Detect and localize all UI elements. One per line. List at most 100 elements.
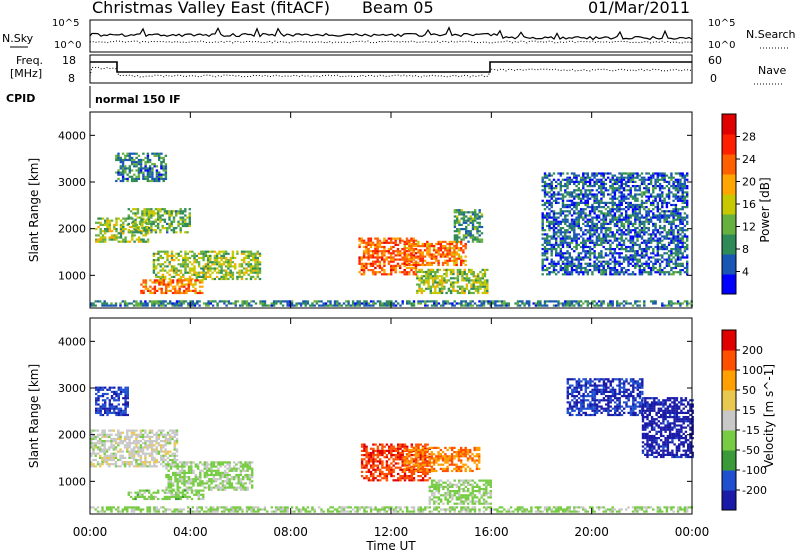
range-cell [647, 178, 650, 181]
range-cell [209, 275, 212, 278]
range-cell [123, 440, 127, 443]
range-cell [600, 191, 603, 194]
range-cell [130, 461, 133, 464]
range-cell [229, 271, 232, 274]
range-cell [117, 458, 120, 462]
range-cell [620, 243, 623, 246]
range-cell [665, 271, 669, 274]
range-cell [202, 275, 205, 278]
range-cell [478, 223, 481, 226]
range-cell [681, 174, 684, 177]
range-cell [169, 279, 172, 282]
range-cell [390, 256, 393, 259]
range-cell [275, 300, 278, 303]
range-cell [681, 172, 684, 175]
range-cell [128, 152, 131, 155]
range-cell [478, 238, 481, 241]
range-cell [158, 156, 161, 159]
range-cell [152, 254, 156, 257]
range-cell [229, 269, 232, 272]
range-cell [110, 429, 113, 432]
range-cell [419, 249, 422, 252]
range-cell [643, 220, 646, 223]
range-cell [663, 214, 666, 217]
range-cell [103, 448, 106, 451]
range-cell [159, 210, 162, 213]
range-cell [688, 302, 691, 305]
range-cell [681, 222, 684, 225]
range-cell [447, 289, 451, 292]
range-cell [157, 437, 161, 441]
range-cell [454, 289, 457, 292]
range-cell [618, 229, 621, 232]
range-cell [123, 463, 127, 466]
range-cell [460, 240, 463, 243]
range-cell [643, 216, 646, 219]
range-cell [290, 302, 294, 305]
range-cell [440, 287, 444, 290]
range-cell [658, 273, 662, 276]
range-cell [616, 187, 619, 190]
range-cell [663, 174, 666, 177]
range-cell [652, 248, 655, 251]
range-cell [193, 261, 196, 264]
range-cell [489, 300, 492, 303]
range-cell [568, 199, 571, 202]
range-cell [469, 219, 472, 222]
range-cell [231, 277, 235, 281]
range-cell [192, 289, 195, 292]
range-cell [541, 212, 544, 215]
range-cell [170, 269, 174, 272]
range-cell [99, 440, 102, 443]
range-cell [417, 300, 420, 303]
range-cell [670, 191, 673, 194]
range-cell [654, 178, 657, 181]
range-cell [631, 224, 635, 228]
range-cell [607, 212, 610, 215]
range-cell [227, 300, 231, 303]
range-cell [104, 223, 107, 226]
range-cell [498, 300, 501, 303]
range-cell [681, 189, 684, 192]
range-cell [444, 261, 447, 264]
range-cell [130, 158, 134, 162]
range-cell [390, 273, 393, 276]
range-cell [365, 304, 368, 307]
range-cell [631, 172, 635, 175]
range-cell [570, 193, 574, 196]
range-cell [620, 203, 623, 207]
range-cell [546, 243, 549, 246]
range-cell [142, 238, 145, 241]
range-cell [132, 304, 136, 307]
range-cell [141, 224, 144, 228]
range-cell [546, 182, 549, 186]
range-cell [559, 222, 562, 225]
range-cell [286, 302, 289, 305]
range-cell [649, 178, 653, 181]
range-cell [674, 210, 678, 213]
range-cell [144, 458, 147, 462]
range-cell [588, 229, 592, 232]
range-cell [367, 262, 370, 265]
range-cell [159, 263, 162, 266]
range-cell [105, 302, 109, 305]
range-cell [611, 260, 614, 263]
range-cell [431, 277, 435, 280]
range-cell [428, 247, 431, 250]
range-cell [432, 255, 436, 258]
range-cell [672, 273, 675, 276]
range-cell [403, 255, 406, 258]
range-cell [452, 281, 455, 284]
range-cell [318, 304, 321, 307]
range-cell [609, 222, 612, 225]
nave-tick-high: 60 [708, 54, 722, 67]
range-cell [178, 287, 181, 290]
range-cell [643, 178, 646, 181]
range-cell [602, 271, 605, 274]
range-cell [643, 222, 646, 225]
range-cell [444, 300, 447, 303]
range-cell [205, 304, 208, 307]
range-cell [327, 304, 330, 307]
range-cell [593, 233, 596, 236]
range-cell [616, 208, 619, 211]
